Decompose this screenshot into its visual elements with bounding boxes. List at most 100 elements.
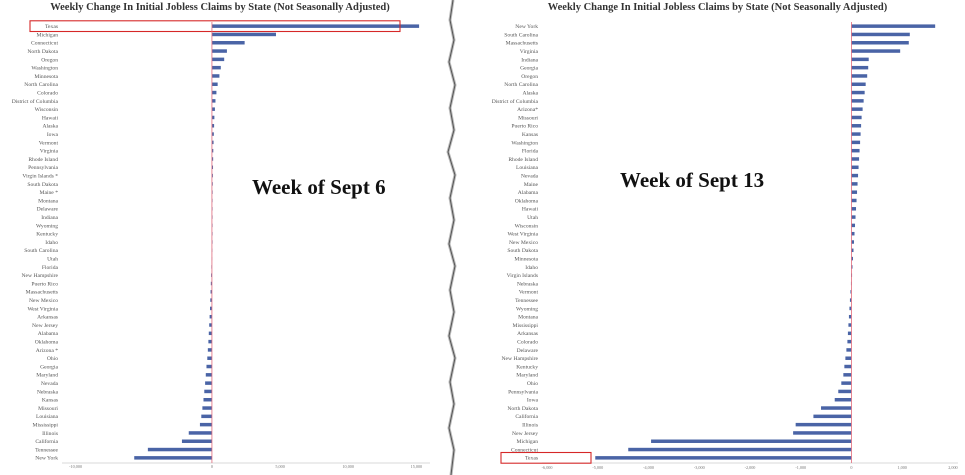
left-bar: [202, 406, 212, 410]
left-category-label: Nevada: [41, 381, 59, 387]
left-x-tick-label: -10,000: [69, 464, 82, 470]
left-category-label: Ohio: [47, 356, 58, 362]
right-category-label: Kansas: [522, 132, 538, 138]
right-category-label: Tennessee: [515, 298, 538, 304]
right-bar: [851, 74, 868, 78]
left-category-label: Mississippi: [33, 423, 59, 429]
right-category-label: Ohio: [527, 381, 538, 387]
left-x-tick-label: 10,000: [342, 464, 354, 470]
left-category-label: Missouri: [38, 406, 58, 412]
left-category-label: Montana: [38, 198, 58, 204]
left-bar: [181, 439, 212, 443]
right-bar: [838, 389, 852, 394]
left-x-tick-label: 0: [211, 464, 213, 469]
right-category-label: Delaware: [517, 348, 539, 354]
right-x-tick-label: -2,000: [745, 465, 756, 471]
right-bar: [851, 165, 859, 170]
left-category-label: Georgia: [40, 364, 58, 370]
right-bar: [651, 439, 852, 443]
right-week-annotation: Week of Sept 13: [620, 168, 765, 192]
right-category-label: North Carolina: [504, 82, 538, 88]
left-category-label: Oregon: [41, 57, 58, 63]
left-x-tick-label: 5,000: [275, 464, 284, 470]
right-category-label: North Dakota: [507, 406, 538, 412]
left-category-label: Hawaii: [42, 115, 59, 121]
left-category-label: Wisconsin: [35, 107, 59, 113]
left-bar: [199, 422, 212, 427]
left-category-label: North Dakota: [27, 49, 58, 55]
right-x-tick-label: 0: [850, 465, 852, 470]
left-category-label: Oklahoma: [35, 340, 59, 346]
right-category-label: Alaska: [522, 90, 538, 96]
right-category-label: Michigan: [517, 439, 539, 445]
right-bar: [851, 256, 853, 261]
right-bar: [851, 82, 866, 87]
left-category-label: Kentucky: [36, 232, 58, 238]
left-bar: [207, 348, 212, 352]
left-x-tick-label: 15,000: [411, 464, 423, 470]
right-category-label: Minnesota: [514, 257, 538, 263]
left-category-label: Tennessee: [35, 447, 58, 453]
left-bar: [211, 273, 212, 277]
left-bar: [211, 99, 216, 103]
right-bar: [851, 24, 936, 28]
right-bar: [851, 99, 864, 103]
left-category-label: Texas: [45, 24, 58, 30]
right-bar: [851, 32, 910, 37]
left-category-label: Pennsylvania: [28, 165, 58, 171]
left-category-label: Alaska: [42, 124, 58, 130]
left-category-label: Florida: [42, 265, 59, 271]
left-category-label: Louisiana: [36, 414, 59, 420]
left-category-label: North Carolina: [24, 82, 58, 88]
right-category-label: Indiana: [521, 57, 538, 63]
right-category-label: South Carolina: [504, 32, 538, 38]
left-category-label: Delaware: [37, 207, 59, 213]
right-highlight-box: [500, 451, 592, 464]
right-bar: [821, 406, 852, 410]
left-category-label: Colorado: [37, 90, 58, 96]
right-category-label: New Mexico: [509, 240, 538, 246]
right-bar: [851, 140, 861, 145]
left-category-label: Arkansas: [37, 315, 58, 321]
right-category-label: Colorado: [517, 340, 538, 346]
left-highlight-box: [29, 20, 401, 33]
left-bar: [203, 397, 212, 402]
left-bar: [208, 339, 212, 344]
right-bar: [848, 323, 852, 327]
right-x-tick-label: -4,000: [643, 465, 654, 471]
left-category-label: Alabama: [38, 331, 59, 337]
right-category-label: Nevada: [521, 173, 539, 179]
right-bar: [834, 397, 852, 402]
right-category-label: Virginia: [520, 49, 539, 55]
left-category-label: Virgin Islands *: [22, 173, 58, 179]
left-bar: [211, 182, 213, 186]
right-bar: [850, 290, 852, 294]
left-bar: [211, 82, 218, 87]
right-bar: [851, 124, 862, 128]
left-category-label: Michigan: [37, 32, 59, 38]
left-bar: [147, 447, 212, 452]
left-category-label: Virginia: [40, 149, 59, 155]
right-category-label: Washington: [511, 140, 538, 146]
left-chart-plot: -10,000 0 5,000 10,000 15,000 Texas Michigan Co…: [12, 20, 430, 470]
right-bar: [795, 422, 852, 427]
left-bar: [211, 65, 221, 70]
right-bar: [851, 265, 853, 269]
left-bar: [211, 57, 225, 62]
right-bar: [851, 90, 865, 95]
left-bar: [211, 41, 245, 45]
left-bar: [211, 32, 276, 37]
left-bar: [211, 173, 213, 178]
left-bar: [208, 331, 212, 336]
left-bar: [210, 306, 212, 311]
right-category-label: Pennsylvania: [508, 389, 538, 395]
left-bar: [209, 323, 212, 327]
left-category-label: New Hampshire: [21, 273, 58, 279]
left-category-label: District of Columbia: [12, 98, 59, 105]
left-bar: [211, 49, 227, 53]
left-category-label: Vermont: [39, 140, 59, 146]
right-x-tick-label: -5,000: [592, 465, 603, 471]
right-category-label: Illinois: [522, 423, 538, 429]
right-bar: [851, 173, 859, 178]
right-bar: [849, 306, 852, 311]
